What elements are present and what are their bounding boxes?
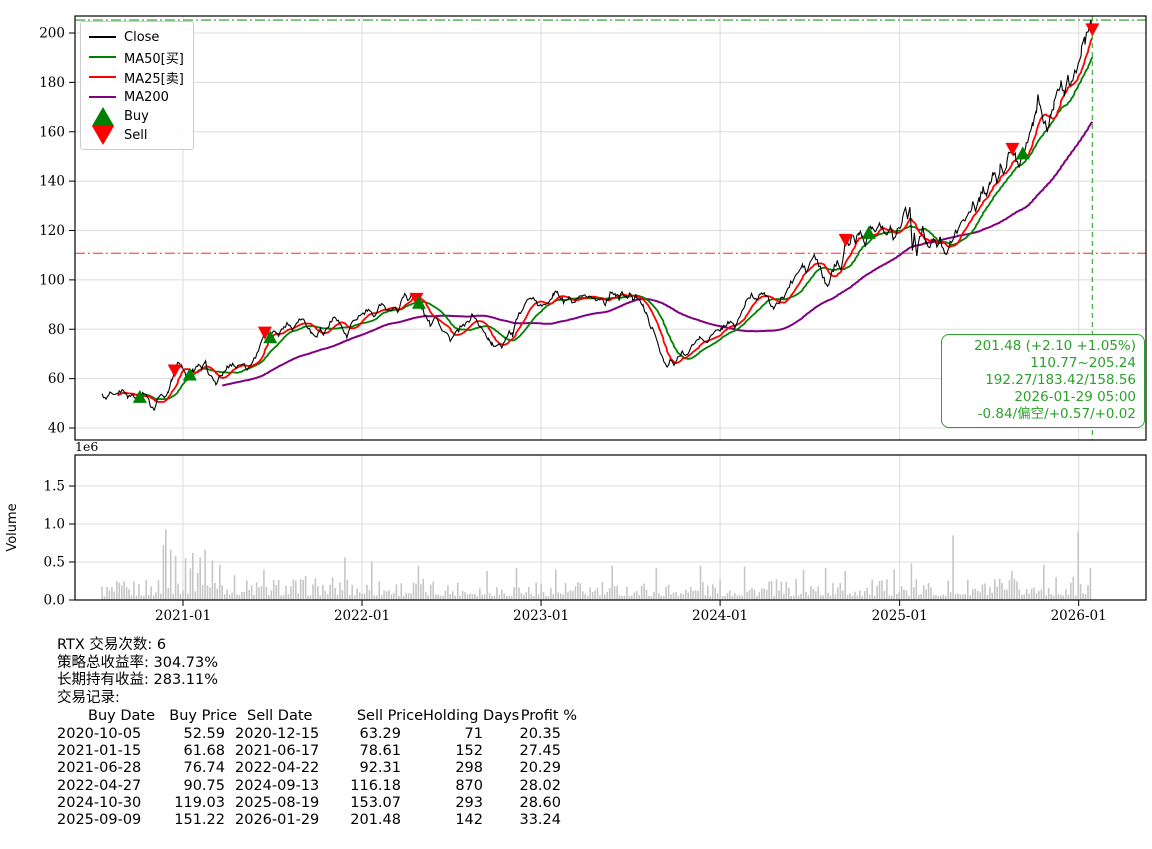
- col-holding-days: Holding Days: [423, 708, 520, 725]
- legend-label-ma50: MA50[买]: [124, 51, 184, 67]
- buy-triangle-icon: [89, 107, 116, 126]
- legend-item-buy: Buy: [89, 107, 185, 126]
- annotation-range-line: 110.77~205.24: [1030, 355, 1136, 371]
- col-sell-price: Sell Price: [356, 708, 423, 725]
- close-line-swatch: [89, 36, 116, 38]
- ma50-line-swatch: [89, 56, 116, 58]
- legend-label-ma25: MA25[卖]: [124, 71, 184, 87]
- svg-text:1.0: 1.0: [44, 517, 65, 533]
- svg-text:60: 60: [48, 371, 65, 387]
- buy-marker: [411, 295, 426, 309]
- sell-marker: [167, 364, 182, 378]
- table-row: 2024-10-30 119.03 2025-08-19 153.07 293 28.60: [57, 794, 561, 811]
- hold-return-line: 长期持有收益: 283.11%: [57, 672, 219, 689]
- legend-item-close: Close: [89, 27, 185, 47]
- buy-marker: [1015, 146, 1030, 160]
- svg-text:0.5: 0.5: [44, 555, 65, 571]
- table-row: 2020-10-05 52.59 2020-12-15 63.29 71 20.35: [57, 725, 561, 742]
- chart-legend: Close MA50[买] MA25[卖] MA200 Buy Sell: [80, 21, 194, 150]
- table-row: 2025-09-09 151.22 2026-01-29 201.48 142 33.24: [57, 811, 561, 828]
- trade-table-header: Buy Date Buy Price Sell Date Sell Price …: [57, 708, 577, 726]
- price-volume-chart: 40 60 80 100 120 140 160 180 200 0.0 0.5 1.0 1.5 2021…: [5, 15, 1147, 624]
- svg-text:2022-01: 2022-01: [334, 608, 390, 624]
- svg-text:0.0: 0.0: [44, 593, 65, 609]
- ma200-line-swatch: [89, 96, 116, 98]
- table-row: 2022-04-27 90.75 2024-09-13 116.18 870 28.02: [57, 777, 561, 794]
- buy-marker: [182, 367, 197, 381]
- sell-marker: [257, 326, 272, 340]
- trade-records-table: Buy Date Buy Price Sell Date Sell Price …: [57, 708, 577, 829]
- table-row: 2021-01-15 61.68 2021-06-17 78.61 152 27.45: [57, 743, 561, 760]
- sell-marker: [409, 292, 424, 306]
- sell-triangle-icon: [89, 126, 116, 145]
- svg-text:1.5: 1.5: [44, 479, 65, 495]
- legend-label-sell: Sell: [124, 128, 148, 143]
- backtest-stats: RTX 交易次数: 6 策略总收益率: 304.73% 长期持有收益: 283.…: [57, 637, 577, 829]
- sell-marker: [1085, 23, 1100, 37]
- svg-text:40: 40: [48, 421, 65, 437]
- sell-marker: [1005, 142, 1020, 156]
- buy-marker: [861, 225, 876, 239]
- svg-text:1e6: 1e6: [75, 439, 98, 454]
- sell-marker: [838, 233, 853, 247]
- col-buy-date: Buy Date: [88, 708, 155, 725]
- svg-text:Volume: Volume: [5, 503, 20, 551]
- legend-item-ma200: MA200: [89, 87, 185, 107]
- annotation-ma-line: 192.27/183.42/158.56: [985, 372, 1136, 388]
- svg-text:160: 160: [39, 124, 65, 140]
- svg-text:80: 80: [48, 322, 65, 338]
- legend-label-close: Close: [124, 29, 160, 45]
- svg-text:140: 140: [39, 174, 65, 190]
- annotation-price-line: 201.48 (+2.10 +1.05%): [974, 338, 1136, 354]
- annotation-signal-line: -0.84/偏空/+0.57/+0.02: [977, 406, 1136, 422]
- svg-text:2026-01: 2026-01: [1051, 608, 1107, 624]
- svg-text:2021-01: 2021-01: [155, 608, 211, 624]
- svg-text:100: 100: [39, 272, 65, 288]
- svg-text:2024-01: 2024-01: [692, 608, 748, 624]
- legend-item-ma50: MA50[买]: [89, 47, 185, 67]
- trades-count-line: RTX 交易次数: 6: [57, 637, 167, 653]
- col-sell-date: Sell Date: [247, 708, 313, 725]
- quote-annotation-box: 201.48 (+2.10 +1.05%) 110.77~205.24 192.…: [941, 334, 1145, 428]
- svg-text:2025-01: 2025-01: [872, 608, 928, 624]
- legend-item-ma25: MA25[卖]: [89, 67, 185, 87]
- svg-text:2023-01: 2023-01: [513, 608, 569, 624]
- buy-marker: [132, 389, 147, 403]
- col-buy-price: Buy Price: [169, 708, 237, 725]
- svg-text:200: 200: [39, 26, 65, 42]
- svg-text:180: 180: [39, 75, 65, 91]
- strategy-return-line: 策略总收益率: 304.73%: [57, 654, 219, 671]
- col-profit-pct: Profit %: [520, 708, 577, 725]
- svg-text:120: 120: [39, 223, 65, 239]
- legend-item-sell: Sell: [89, 126, 185, 145]
- annotation-datetime-line: 2026-01-29 05:00: [1014, 389, 1136, 405]
- buy-marker: [263, 330, 278, 344]
- ma25-line-swatch: [89, 76, 116, 78]
- trade-records-label: 交易记录:: [57, 689, 120, 706]
- legend-label-ma200: MA200: [124, 89, 169, 105]
- legend-label-buy: Buy: [124, 109, 149, 124]
- table-row: 2021-06-28 76.74 2022-04-22 92.31 298 20.29: [57, 760, 561, 777]
